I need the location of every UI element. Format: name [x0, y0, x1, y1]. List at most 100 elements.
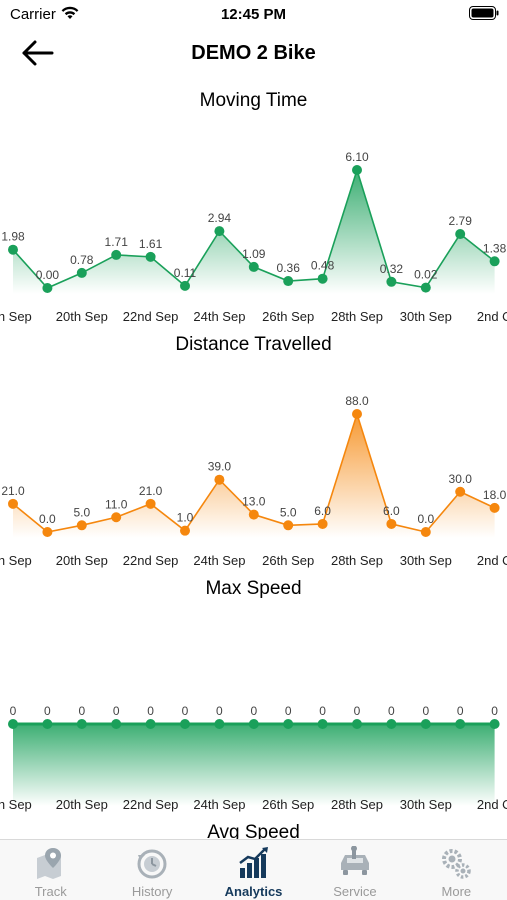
data-point: [8, 719, 18, 729]
chart-title-distance-travelled: Distance Travelled: [175, 334, 332, 355]
series-area: [13, 414, 495, 538]
data-point: [420, 282, 431, 293]
data-point: [214, 226, 225, 237]
data-point: [111, 719, 122, 729]
data-label: 0: [147, 704, 154, 718]
data-point: [386, 518, 397, 529]
x-tick-label: 20th Sep: [56, 553, 108, 568]
x-tick-label: 22nd Sep: [123, 309, 179, 324]
data-label: 11.0: [105, 497, 128, 511]
data-label: 1.71: [105, 235, 129, 249]
x-tick-label: 26th Sep: [262, 797, 314, 812]
data-point: [352, 165, 362, 175]
data-label: 0.78: [70, 253, 94, 267]
x-tick-label: 22nd Sep: [123, 553, 179, 568]
x-tick-label: 20th Sep: [56, 797, 108, 812]
data-label: 5.0: [280, 505, 297, 519]
x-tick-label: 26th Sep: [262, 309, 314, 324]
data-label: 0: [422, 704, 429, 718]
x-tick-label: 28th Sep: [331, 309, 383, 324]
data-point: [248, 509, 259, 520]
data-point: [386, 276, 397, 287]
x-tick-label: th Sep: [0, 309, 32, 324]
x-tick-label: 2nd O: [477, 553, 507, 568]
data-label: 18.0: [483, 488, 507, 502]
data-point: [111, 512, 122, 523]
series-area: [13, 170, 495, 294]
analytics-charts[interactable]: Moving Time 1.98 0.00 0.78 1.71 1.61 0.11 2.94…: [0, 78, 507, 840]
x-tick-label: 24th Sep: [193, 553, 245, 568]
data-label: 21.0: [1, 484, 25, 498]
data-point: [386, 719, 397, 729]
data-label: 0: [44, 704, 51, 718]
data-point: [76, 520, 87, 531]
data-label: 1.61: [139, 237, 163, 251]
tab-label: Track: [34, 884, 67, 899]
tab-analytics[interactable]: Analytics: [203, 840, 304, 900]
data-label: 13.0: [242, 495, 266, 509]
back-button[interactable]: [20, 36, 64, 70]
data-label: 0: [182, 704, 189, 718]
data-label: 0: [78, 704, 85, 718]
data-label: 0: [388, 704, 395, 718]
data-point: [145, 251, 156, 262]
tab-label: History: [131, 884, 173, 899]
data-label: 0: [319, 704, 326, 718]
x-tick-label: 30th Sep: [400, 553, 452, 568]
data-label: 0: [250, 704, 257, 718]
data-label: 0.0: [417, 512, 434, 526]
data-point: [420, 719, 431, 729]
data-point: [489, 502, 500, 513]
tab-more[interactable]: More: [406, 840, 507, 900]
data-point: [317, 719, 328, 729]
data-point: [317, 273, 328, 284]
x-tick-label: 24th Sep: [193, 309, 245, 324]
car-wrench-icon: [340, 846, 369, 875]
data-point: [214, 474, 225, 485]
chart-title-avg-speed: Avg Speed: [207, 822, 300, 840]
x-tick-label: 26th Sep: [262, 553, 314, 568]
data-point: [145, 719, 156, 729]
data-label: 6.10: [345, 150, 369, 164]
data-point: [248, 261, 259, 272]
data-point: [180, 719, 190, 729]
data-label: 5.0: [73, 505, 90, 519]
data-point: [248, 719, 259, 729]
tab-label: Analytics: [224, 884, 283, 899]
bar-chart-icon: [238, 847, 268, 878]
x-tick-label: th Sep: [0, 797, 32, 812]
x-tick-label: 30th Sep: [400, 797, 452, 812]
x-tick-label: 28th Sep: [331, 797, 383, 812]
tab-track[interactable]: Track: [0, 840, 101, 900]
data-label: 6.0: [383, 504, 400, 518]
data-label: 1.98: [1, 230, 25, 244]
tab-history[interactable]: History: [101, 840, 202, 900]
x-tick-label: 30th Sep: [400, 309, 452, 324]
data-label: 0.48: [311, 259, 335, 273]
data-label: 0: [10, 704, 17, 718]
data-label: 0.0: [39, 512, 56, 526]
data-point: [214, 719, 225, 729]
data-label: 0: [216, 704, 223, 718]
data-point: [352, 409, 362, 419]
moving-time-chart: 1.98 0.00 0.78 1.71 1.61 0.11 2.94 1.09 0.36 0.48…: [0, 150, 507, 324]
carrier-label: Carrier: [10, 6, 56, 23]
data-point: [145, 498, 156, 509]
distance-travelled-chart: 21.0 0.0 5.0 11.0 21.0 1.0 39.0 13.0 5.0 6.0 88.0 6…: [0, 394, 507, 568]
data-point: [420, 527, 431, 537]
data-point: [283, 520, 294, 531]
data-point: [8, 244, 18, 255]
tab-service[interactable]: Service: [304, 840, 405, 900]
data-label: 0.11: [174, 266, 197, 280]
x-tick-label: 28th Sep: [331, 553, 383, 568]
data-point: [455, 229, 466, 240]
x-tick-label: 20th Sep: [56, 309, 108, 324]
data-point: [489, 256, 500, 267]
data-label: 1.09: [242, 247, 266, 261]
data-point: [455, 486, 466, 497]
x-tick-label: 22nd Sep: [123, 797, 179, 812]
max-speed-chart: 0 0 0 0 0 0 0 0 0 0 0 0 0 0 0 th Sep 20th Sep 22nd Sep 24t…: [0, 704, 507, 812]
x-tick-label: 24th Sep: [193, 797, 245, 812]
data-point: [42, 719, 53, 729]
chart-title-moving-time: Moving Time: [199, 90, 308, 111]
